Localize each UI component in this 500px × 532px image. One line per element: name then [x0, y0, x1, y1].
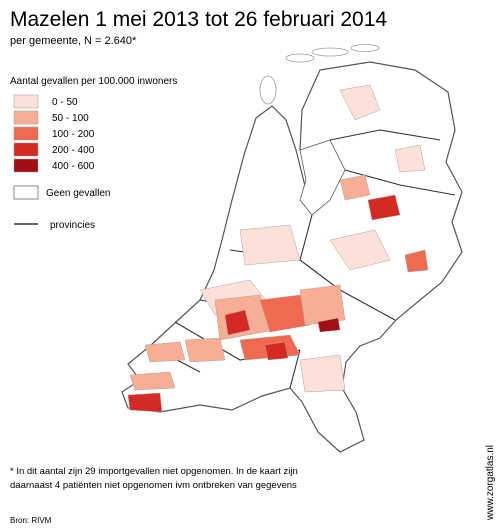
municipality	[339, 174, 371, 201]
municipality	[299, 284, 346, 326]
legend-label: 50 - 100	[52, 113, 89, 124]
municipality	[329, 229, 391, 271]
legend-swatch	[13, 142, 39, 157]
legend-swatch	[13, 185, 39, 200]
municipality	[129, 371, 176, 391]
municipality	[394, 144, 426, 173]
legend-swatch	[13, 158, 39, 173]
source: Bron: RIVM	[10, 516, 52, 525]
municipality	[239, 224, 301, 266]
footnote: * In dit aantal zijn 29 importgevallen n…	[10, 466, 298, 477]
municipality	[404, 249, 429, 273]
legend-label: provincies	[50, 220, 95, 231]
municipality	[317, 317, 341, 333]
island	[311, 47, 349, 57]
legend: 0 - 50 50 - 100 100 - 200 200 - 400 400 - 60…	[13, 94, 95, 173]
municipality	[259, 294, 311, 333]
municipality	[127, 392, 163, 413]
legend-swatch	[13, 126, 39, 141]
island	[350, 44, 380, 52]
municipality	[264, 341, 289, 361]
municipality	[184, 337, 226, 363]
legend-label: Geen gevallen	[46, 188, 111, 199]
legend-label: 400 - 600	[52, 161, 95, 172]
municipality	[367, 194, 401, 221]
title: Mazelen 1 mei 2013 tot 26 februari 2014	[10, 8, 387, 31]
municipalities	[127, 84, 429, 413]
map	[121, 44, 463, 453]
legend-label: 100 - 200	[52, 129, 95, 140]
municipality	[144, 341, 186, 363]
legend-label: 0 - 50	[52, 97, 78, 108]
municipality	[339, 84, 381, 121]
municipality	[224, 309, 251, 336]
footnote: daarnaast 4 patiënten niet opgenomen ivm…	[10, 480, 297, 491]
watermark: www.zorgatlas.nl	[485, 445, 496, 521]
municipality	[299, 354, 346, 393]
legend-label: 200 - 400	[52, 145, 95, 156]
island	[285, 53, 315, 63]
legend-title: Aantal gevallen per 100.000 inwoners	[10, 76, 177, 87]
subtitle: per gemeente, N = 2.640*	[10, 35, 137, 47]
lake	[299, 139, 346, 216]
legend-swatch	[13, 94, 39, 109]
legend-swatch	[13, 110, 39, 125]
island	[259, 75, 277, 105]
